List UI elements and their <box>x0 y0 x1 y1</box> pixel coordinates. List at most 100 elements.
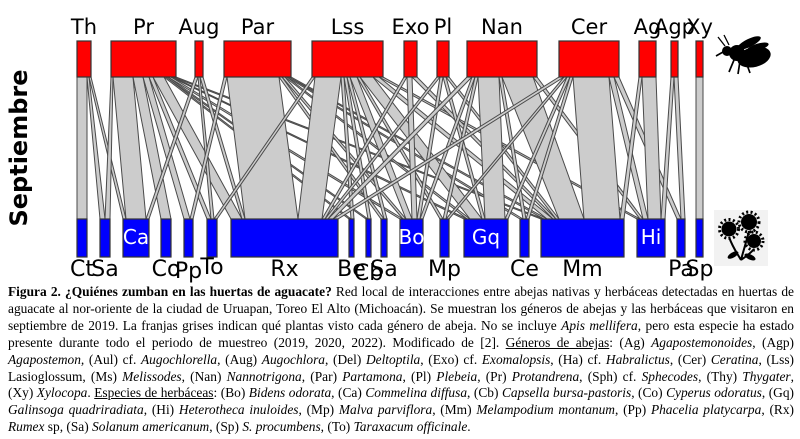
caption-segment: , (Nan) <box>181 368 227 384</box>
caption-segment: , (Mp) <box>298 402 339 418</box>
plant-node-Sp <box>695 218 704 258</box>
bee-node-Th <box>76 40 92 78</box>
caption-segment: Augochlora <box>261 351 326 367</box>
bee-node-Nan <box>466 40 538 78</box>
caption-segment: Melissodes <box>122 368 182 384</box>
caption-segment: Nannotrigona <box>226 368 302 384</box>
caption-segment: , (Par) <box>301 368 343 384</box>
caption-segment: , (Gq) <box>761 385 794 401</box>
plant-label-Co: Co <box>152 257 181 282</box>
caption-segment: , (Sp) <box>209 419 243 435</box>
plant-node-Cb <box>365 218 372 258</box>
caption-segment: Géneros de abejas <box>505 334 610 350</box>
plant-label-Pp: Pp <box>175 259 202 284</box>
caption-segment: Rumex <box>8 419 45 435</box>
plant-label-Pa: Pa <box>668 257 694 282</box>
bee-label-Exo: Exo <box>392 15 430 39</box>
plant-label-To: To <box>199 255 223 280</box>
link-Nan-Gq <box>477 76 506 220</box>
flower-icon <box>714 210 768 266</box>
plant-node-Gq <box>463 218 509 258</box>
caption-segment: Galinsoga quadriradiata <box>8 402 144 418</box>
figure-caption: Figura 2. ¿Quiénes zumban en las huertas… <box>8 284 794 436</box>
caption-segment: , (Agp) <box>752 334 794 350</box>
caption-segment: , (Pl) <box>402 368 437 384</box>
node-bars <box>76 40 704 258</box>
caption-segment: , (Exo) cf. <box>420 351 482 367</box>
caption-segment: Malva parviflora <box>338 402 433 418</box>
caption-segment: Habralictus <box>605 351 670 367</box>
caption-segment: Heterotheca inuloides <box>178 402 299 418</box>
bee-label-Pr: Pr <box>133 15 154 39</box>
caption-segment: Commelina diffusa <box>365 385 468 401</box>
plant-label-Rx: Rx <box>270 257 298 282</box>
plant-node-Co <box>160 218 172 258</box>
plant-label-Sa2: Sa <box>370 257 397 282</box>
caption-segment: , (Rx) <box>761 402 794 418</box>
caption-segment: , (Aug) <box>217 351 262 367</box>
plant-label-Sa1: Sa <box>91 257 118 282</box>
link-Xy-Sp <box>695 76 704 220</box>
caption-segment: Bidens odorata <box>248 385 332 401</box>
bee-node-Aug <box>194 40 204 78</box>
bee-label-Th: Th <box>70 15 97 39</box>
caption-segment: , (Hi) <box>143 402 179 418</box>
caption-segment: Augochlorella <box>141 351 218 367</box>
plant-label-Cb: Cb <box>354 261 383 284</box>
bee-node-Par <box>223 40 292 78</box>
caption-segment: Plebeia <box>436 368 478 384</box>
plant-label-Hi: Hi <box>641 225 662 249</box>
caption-segment: Partamona <box>342 368 403 384</box>
plant-label-Ca: Ca <box>123 225 149 249</box>
link-Agp-Pa <box>673 76 686 220</box>
plant-node-Pa <box>676 218 686 258</box>
caption-segment: Deltoptila <box>365 351 421 367</box>
plant-node-Mm <box>540 218 625 258</box>
bee-node-Ag <box>638 40 657 78</box>
caption-segment: Protandrena <box>511 368 580 384</box>
caption-segment: Cyperus odoratus <box>666 385 762 401</box>
caption-segment: sp, (Sa) <box>44 419 93 435</box>
caption-segment: , (Del) <box>325 351 366 367</box>
caption-text: Figura 2. ¿Quiénes zumban en las huertas… <box>8 284 794 436</box>
caption-segment: , (Pp) <box>614 402 651 418</box>
bee-label-Par: Par <box>241 15 275 39</box>
plant-node-Ct <box>76 218 88 258</box>
link-Ag-Hi <box>641 76 662 220</box>
bee-label-Nan: Nan <box>481 15 523 39</box>
bee-label-Cer: Cer <box>571 15 608 39</box>
caption-segment: Xylocopa <box>36 385 88 401</box>
month-label: Septiembre <box>5 69 33 226</box>
caption-segment: : (Ag) <box>609 334 652 350</box>
caption-segment: Thygater <box>742 368 791 384</box>
bee-label-Agp: Agp <box>654 15 695 39</box>
plant-label-Bo: Bo <box>399 225 425 249</box>
caption-segment: Figura 2. ¿Quiénes zumban en las huertas… <box>8 284 332 299</box>
caption-segment: Taraxacum officinale <box>353 419 468 435</box>
caption-segment: , (Cb) <box>467 385 502 401</box>
plant-label-Mm: Mm <box>562 257 602 282</box>
caption-segment: Phacelia platycarpa <box>650 402 762 418</box>
plant-node-Ca <box>122 218 150 258</box>
plant-node-Sa2 <box>380 218 388 258</box>
caption-segment: Agapostemonoides <box>651 334 753 350</box>
caption-segment: , (Ha) cf. <box>550 351 606 367</box>
bee-node-Exo <box>403 40 418 78</box>
bee-label-Pl: Pl <box>434 15 453 39</box>
plant-label-Mp: Mp <box>428 257 461 282</box>
bee-label-Lss: Lss <box>331 15 365 39</box>
link-Cer-Mm <box>572 76 621 220</box>
caption-segment: Ceratina <box>710 351 759 367</box>
bee-node-Pr <box>110 40 177 78</box>
bee-label-Xy: Xy <box>686 15 713 39</box>
plant-node-Ce <box>519 218 530 258</box>
caption-segment: , (Lss) Lasioglossum, (Ms) <box>8 351 794 384</box>
caption-segment: . <box>87 385 95 401</box>
caption-segment: , (Mm) <box>432 402 477 418</box>
plant-node-Be <box>348 218 355 258</box>
bee-icon <box>715 34 771 75</box>
link-bands <box>76 76 704 220</box>
caption-segment: , (Pr) <box>477 368 512 384</box>
caption-segment: : (Bo) <box>213 385 249 401</box>
